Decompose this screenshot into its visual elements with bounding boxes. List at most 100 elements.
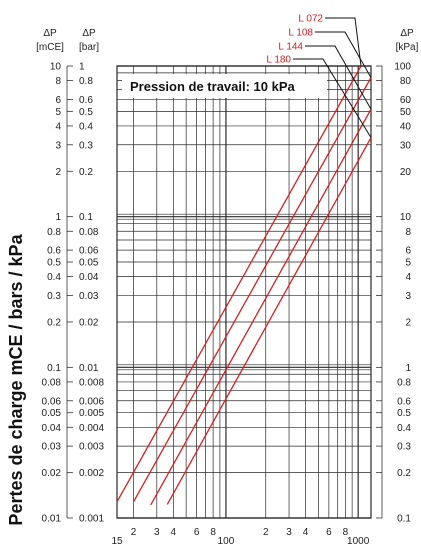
x-tick-label: 6	[194, 527, 200, 538]
y-tick-label-bar: 0.5	[79, 107, 93, 118]
y-tick-label-mce: 0.5	[47, 258, 61, 269]
x-tick-label: 4	[171, 527, 177, 538]
y-tick-label-kpa: 0.4	[397, 423, 411, 434]
y-tick-label-bar: 0.05	[79, 258, 99, 269]
x-tick-label: 2	[131, 527, 137, 538]
y-tick-label-mce: 1	[55, 212, 61, 223]
axis-header-bar-unit: [bar]	[79, 42, 99, 53]
axis-header-mce-unit: [mCE]	[36, 42, 64, 53]
annotation-box	[122, 74, 327, 98]
y-tick-label-mce: 0.2	[47, 317, 61, 328]
series-label: L 108	[288, 28, 313, 39]
y-tick-label-mce: 0.08	[42, 377, 62, 388]
y-tick-label-kpa: 0.1	[397, 514, 411, 525]
y-tick-label-kpa: 0.2	[397, 468, 411, 479]
y-tick-label-bar: 0.3	[79, 140, 93, 151]
y-tick-label-bar: 0.1	[79, 212, 93, 223]
series-label: L 072	[298, 14, 323, 25]
y-tick-label-bar: 0.6	[79, 95, 93, 106]
y-tick-label-kpa: 8	[405, 227, 411, 238]
y-tick-label-kpa: 40	[400, 121, 412, 132]
y-tick-label-bar: 0.04	[79, 272, 99, 283]
x-tick-label: 100	[218, 536, 235, 547]
y-tick-label-mce: 0.03	[42, 442, 62, 453]
y-tick-label-bar: 0.08	[79, 227, 99, 238]
axis-header-mce-symbol: ΔP	[43, 28, 57, 39]
axis-header-kpa-unit: [kPa]	[396, 42, 419, 53]
annotation-text: Pression de travail: 10 kPa	[130, 79, 296, 94]
y-tick-label-mce: 2	[55, 167, 61, 178]
y-tick-label-kpa: 10	[400, 212, 412, 223]
x-tick-label: 3	[154, 527, 160, 538]
y-tick-label-bar: 0.008	[79, 377, 104, 388]
chart-series	[116, 65, 372, 506]
series-line	[150, 108, 372, 506]
y-tick-label-mce: 0.8	[47, 227, 61, 238]
y-tick-label-kpa: 4	[405, 272, 411, 283]
y-tick-label-mce: 0.06	[42, 396, 62, 407]
series-line	[166, 137, 372, 505]
y-tick-label-bar: 0.003	[79, 442, 104, 453]
x-tick-label: 8	[210, 527, 216, 538]
y-tick-label-bar: 0.2	[79, 167, 93, 178]
y-tick-label-bar: 0.004	[79, 423, 104, 434]
series-label-leaders: L 072 L 108 L 144 L 180	[266, 14, 372, 138]
y-tick-label-bar: 0.8	[79, 76, 93, 87]
axis-header-kpa-symbol: ΔP	[400, 28, 414, 39]
y-tick-label-mce: 4	[55, 121, 61, 132]
y-tick-label-mce: 0.4	[47, 272, 61, 283]
y-tick-label-kpa: 0.5	[397, 408, 411, 419]
y-tick-label-kpa: 30	[400, 140, 412, 151]
y-tick-label-mce: 10	[50, 62, 62, 73]
plot-frame	[116, 65, 372, 519]
y-tick-label-mce: 6	[55, 95, 61, 106]
y-tick-label-kpa: 0.3	[397, 442, 411, 453]
y-tick-label-kpa: 80	[400, 76, 412, 87]
chart-grid	[116, 65, 372, 519]
x-tick-label: 6	[326, 527, 332, 538]
y-tick-label-bar: 0.01	[79, 363, 99, 374]
y-tick-label-mce: 0.05	[42, 408, 62, 419]
y-tick-label-bar: 0.06	[79, 246, 99, 257]
y-tick-label-bar: 1	[79, 62, 85, 73]
x-tick-label: 3	[286, 527, 292, 538]
series-leader-line	[315, 31, 372, 78]
x-tick-label: 4	[303, 527, 309, 538]
y-tick-label-bar: 0.02	[79, 317, 99, 328]
y-tick-label-kpa: 100	[394, 62, 411, 73]
y-tick-label-bar: 0.005	[79, 408, 104, 419]
y-tick-label-mce: 8	[55, 76, 61, 87]
axis-header-bar-symbol: ΔP	[82, 28, 96, 39]
series-leader-line	[305, 45, 372, 110]
series-label: L 180	[266, 55, 291, 66]
y-tick-label-bar: 0.03	[79, 291, 99, 302]
y-tick-label-kpa: 3	[405, 291, 411, 302]
x-tick-label: 2	[263, 527, 269, 538]
y-tick-label-kpa: 2	[405, 317, 411, 328]
y-tick-label-mce: 3	[55, 140, 61, 151]
y-tick-label-kpa: 60	[400, 95, 412, 106]
series-leader-line	[293, 58, 372, 138]
y-tick-label-mce: 5	[55, 107, 61, 118]
x-tick-label: 15	[111, 536, 123, 547]
y-tick-label-kpa: 20	[400, 167, 412, 178]
y-tick-label-bar: 0.002	[79, 468, 104, 479]
y-tick-label-kpa: 0.8	[397, 377, 411, 388]
y-tick-label-kpa: 5	[405, 258, 411, 269]
y-tick-label-mce: 0.6	[47, 246, 61, 257]
y-tick-label-bar: 0.001	[79, 514, 104, 525]
series-label: L 144	[278, 42, 303, 53]
y-tick-label-kpa: 50	[400, 107, 412, 118]
x-tick-label: 1000	[347, 536, 370, 547]
y-tick-label-kpa: 1	[405, 363, 411, 374]
series-line	[132, 77, 372, 503]
x-tick-label: 8	[343, 527, 349, 538]
y-tick-label-kpa: 0.6	[397, 396, 411, 407]
y-tick-label-mce: 0.3	[47, 291, 61, 302]
y-tick-label-bar: 0.4	[79, 121, 93, 132]
series-leader-line	[325, 17, 362, 67]
y-tick-label-bar: 0.006	[79, 396, 104, 407]
y-tick-label-mce: 0.04	[42, 423, 62, 434]
